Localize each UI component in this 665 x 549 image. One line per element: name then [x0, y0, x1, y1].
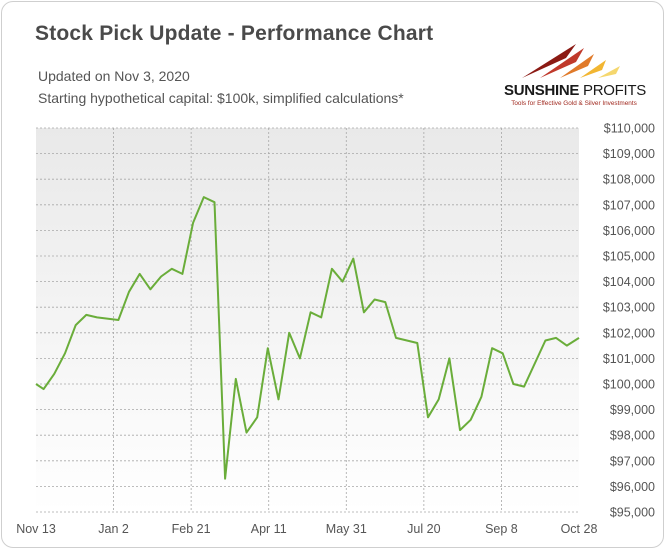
x-tick-label: May 31 [326, 522, 367, 536]
x-tick-label: Sep 8 [485, 522, 518, 536]
capital-note: Starting hypothetical capital: $100k, si… [38, 90, 404, 106]
x-axis: Nov 13 Jan 2 Feb 21 Apr 11 May 31 Jul 20 Sep 8… [16, 522, 597, 536]
portfolio-value-line [35, 196, 580, 480]
y-tick-label: $108,000 [603, 173, 655, 187]
y-tick-label: $110,000 [604, 122, 655, 136]
logo-name-thin: PROFITS [579, 82, 646, 99]
chart-title: Stock Pick Update - Performance Chart [35, 22, 434, 45]
x-tick-label: Feb 21 [172, 522, 211, 536]
y-tick-label: $106,000 [603, 224, 655, 238]
y-axis: $95,000 $96,000 $97,000 $98,000 $99,000 $100,… [603, 122, 655, 520]
x-tick-label: Jul 20 [407, 522, 440, 536]
x-tick-label: Jan 2 [98, 522, 129, 536]
x-tick-label: Oct 28 [561, 522, 598, 536]
logo-tagline: Tools for Effective Gold & Silver Invest… [511, 100, 637, 107]
logo-name: SUNSHINE PROFITS [504, 82, 646, 99]
y-tick-label: $105,000 [603, 250, 655, 264]
y-tick-label: $96,000 [610, 480, 655, 494]
logo-rays-icon [522, 44, 620, 78]
x-tick-label: Apr 11 [251, 522, 287, 536]
y-tick-label: $98,000 [610, 429, 655, 443]
y-tick-label: $109,000 [603, 147, 655, 161]
y-tick-label: $100,000 [603, 378, 655, 392]
y-tick-label: $103,000 [603, 301, 655, 315]
gridlines [36, 127, 579, 513]
y-tick-label: $107,000 [603, 198, 655, 212]
x-tick-label: Nov 13 [16, 522, 56, 536]
logo-name-bold: SUNSHINE [504, 82, 580, 99]
y-tick-label: $97,000 [610, 454, 655, 468]
y-tick-label: $104,000 [603, 275, 655, 289]
sunshine-profits-logo: SUNSHINE PROFITS Tools for Effective Gol… [504, 38, 646, 108]
y-tick-label: $95,000 [610, 506, 655, 520]
y-tick-label: $102,000 [603, 326, 655, 340]
updated-date: Updated on Nov 3, 2020 [38, 68, 190, 84]
y-tick-label: $99,000 [610, 403, 655, 417]
y-tick-label: $101,000 [603, 352, 655, 366]
plot-area [36, 128, 579, 512]
